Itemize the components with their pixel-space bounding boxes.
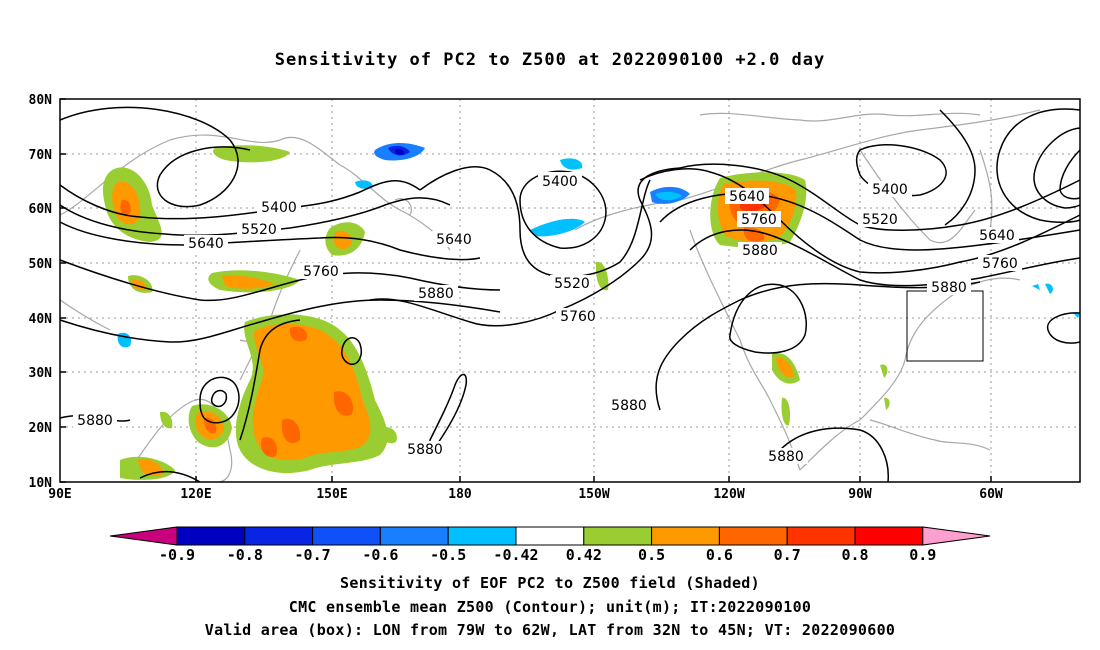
lat-label-70n: 70N — [29, 148, 53, 163]
map-panel: 5400 5400 5400 5520 5520 5520 5640 5640 … — [29, 93, 1081, 502]
contour-label-5520-b: 5520 — [554, 276, 590, 292]
colorbar-tick-label: -0.8 — [227, 546, 263, 564]
colorbar-tick-label: 0.5 — [638, 546, 665, 564]
colorbar-tick-label: 0.6 — [706, 546, 733, 564]
lat-label-20n: 20N — [29, 421, 53, 436]
longitude-labels: 90E 120E 150E 180 150W 120W 90W 60W — [48, 487, 1003, 502]
contour-label-5760-c: 5760 — [741, 212, 777, 228]
colorbar-segment — [786, 526, 856, 546]
contour-label-5880-e: 5880 — [77, 413, 113, 429]
colorbar-tick-label: -0.42 — [493, 546, 538, 564]
colorbar-tick-label: -0.7 — [295, 546, 331, 564]
colorbar-tick-label: -0.9 — [159, 546, 195, 564]
colorbar-segment — [651, 526, 720, 546]
colorbar-tick-label: 0.9 — [909, 546, 936, 564]
contour-label-5880-f: 5880 — [407, 442, 443, 458]
lon-label-180: 180 — [448, 487, 472, 502]
colorbar-segment — [176, 526, 246, 546]
lat-label-80n: 80N — [29, 93, 53, 108]
contour-label-5880-g: 5880 — [768, 449, 804, 465]
lon-label-60w: 60W — [979, 487, 1003, 502]
colorbar-tick-label: -0.5 — [430, 546, 466, 564]
contour-label-5400-b: 5400 — [542, 174, 578, 190]
colorbar-segment — [244, 526, 314, 546]
contour-label-5520-a: 5520 — [241, 222, 277, 238]
footer-line-3: Valid area (box): LON from 79W to 62W, L… — [204, 621, 896, 639]
colorbar-segment — [854, 526, 924, 546]
colorbar-arrow-left — [109, 526, 178, 546]
shaded-negative-sensitivity — [117, 143, 1080, 348]
colorbar-segment — [515, 526, 585, 546]
lat-label-10n: 10N — [29, 476, 53, 491]
lat-label-60n: 60N — [29, 202, 53, 217]
colorbar-segment — [447, 526, 517, 546]
contour-label-layer: 5400 5400 5400 5520 5520 5520 5640 5640 … — [73, 172, 1022, 465]
chart-title: Sensitivity of PC2 to Z500 at 2022090100… — [274, 50, 826, 70]
latitude-labels: 80N 70N 60N 50N 40N 30N 20N 10N — [29, 93, 53, 491]
contour-label-5400-a: 5400 — [261, 200, 297, 216]
contour-label-5760-d: 5760 — [982, 256, 1018, 272]
contour-label-5640-c: 5640 — [729, 189, 765, 205]
axis-ticks — [60, 98, 992, 483]
coastlines — [59, 109, 1041, 483]
colorbar-segment — [379, 526, 449, 546]
footer-line-1: Sensitivity of EOF PC2 to Z500 field (Sh… — [340, 574, 760, 592]
contour-label-5760-b: 5760 — [560, 309, 596, 325]
contour-label-5880-c: 5880 — [931, 280, 967, 296]
contour-label-5880-b: 5880 — [742, 243, 778, 259]
lon-label-90w: 90W — [848, 487, 872, 502]
contour-label-5640-b: 5640 — [436, 232, 472, 248]
colorbar-tick-label: 0.42 — [566, 546, 602, 564]
lon-label-90e: 90E — [48, 487, 71, 502]
contour-label-5880-d: 5880 — [611, 398, 647, 414]
lon-label-120e: 120E — [180, 487, 211, 502]
lon-label-150w: 150W — [578, 487, 609, 502]
contour-label-5880-a: 5880 — [418, 286, 454, 302]
contour-label-5640-a: 5640 — [188, 236, 224, 252]
footer-line-2: CMC ensemble mean Z500 (Contour); unit(m… — [288, 598, 812, 616]
lat-label-40n: 40N — [29, 312, 53, 327]
lat-label-50n: 50N — [29, 257, 53, 272]
contour-label-5640-d: 5640 — [979, 228, 1015, 244]
colorbar-segment — [312, 526, 381, 546]
colorbar-segment — [718, 526, 788, 546]
lat-label-30n: 30N — [29, 366, 53, 381]
contour-label-5760-a: 5760 — [303, 264, 339, 280]
colorbar-labels: -0.9 -0.8 -0.7 -0.6 -0.5 -0.42 0.42 0.5 0.6 0.7 0.… — [159, 546, 936, 564]
colorbar-arrow-right — [922, 526, 991, 546]
lon-label-150e: 150E — [316, 487, 347, 502]
lon-label-120w: 120W — [713, 487, 744, 502]
contour-label-5520-c: 5520 — [862, 212, 898, 228]
colorbar-tick-label: 0.8 — [841, 546, 868, 564]
map-frame — [59, 98, 1081, 483]
colorbar — [109, 526, 991, 546]
colorbar-tick-label: 0.7 — [774, 546, 801, 564]
colorbar-segment — [583, 526, 653, 546]
colorbar-tick-label: -0.6 — [362, 546, 398, 564]
contour-label-5400-c: 5400 — [872, 182, 908, 198]
